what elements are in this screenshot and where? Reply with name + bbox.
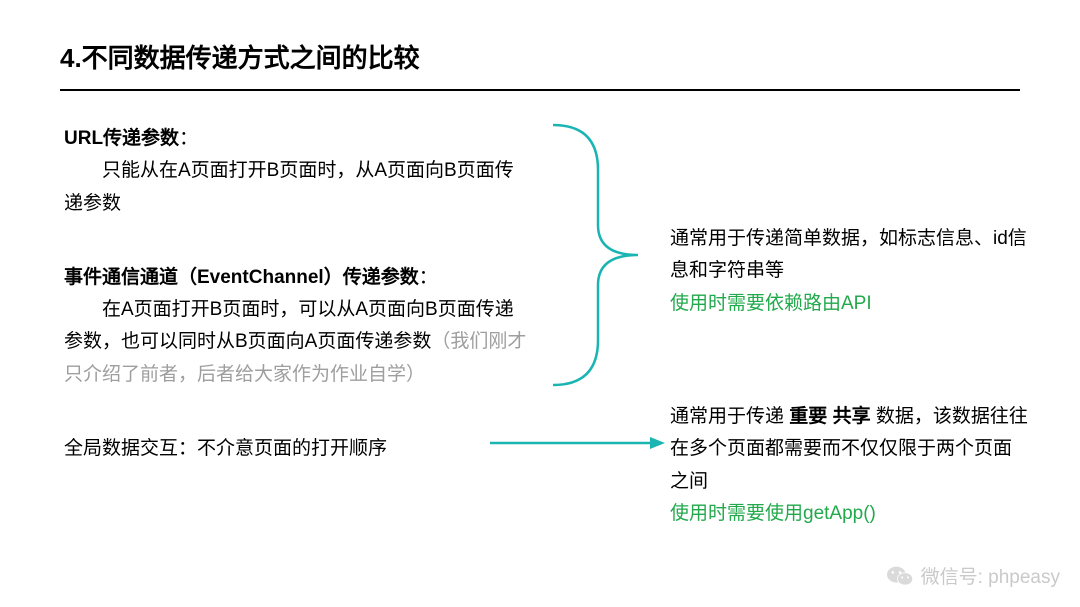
annotation-2-bold: 重要 共享 [784,406,876,427]
method-1: URL传递参数： 只能从在A页面打开B页面时，从A页面向B页面传递参数 [64,123,530,220]
method-2-colon: ： [419,267,438,288]
method-2-heading: 事件通信通道（EventChannel）传递参数 [64,267,419,288]
watermark-text: 微信号: phpeasy [921,562,1060,589]
annotation-2: 通常用于传递 重要 共享 数据，该数据往往在多个页面都需要而不仅仅限于两个页面之… [670,401,1030,530]
method-1-colon: ： [179,128,198,149]
annotation-1-green: 使用时需要依赖路由API [670,293,872,314]
method-2-body: 在A页面打开B页面时，可以从A页面向B页面传递参数，也可以同时从B页面向A页面传… [64,294,530,391]
bracket-connector [538,115,678,475]
annotation-2-text-a: 通常用于传递 [670,406,784,427]
wechat-icon [887,565,913,587]
method-3: 全局数据交互：不介意页面的打开顺序 [64,433,530,465]
method-1-heading: URL传递参数 [64,128,179,149]
annotation-1: 通常用于传递简单数据，如标志信息、id信息和字符串等 使用时需要依赖路由API [670,223,1030,320]
left-column: URL传递参数： 只能从在A页面打开B页面时，从A页面向B页面传递参数 事件通信… [60,123,530,465]
method-2: 事件通信通道（EventChannel）传递参数： 在A页面打开B页面时，可以从… [64,262,530,391]
method-1-body: 只能从在A页面打开B页面时，从A页面向B页面传递参数 [64,155,530,220]
watermark: 微信号: phpeasy [887,562,1060,589]
annotation-2-green: 使用时需要使用getApp() [670,503,876,524]
slide-title: 4.不同数据传递方式之间的比较 [60,38,1020,91]
annotation-1-text: 通常用于传递简单数据，如标志信息、id信息和字符串等 [670,228,1027,281]
